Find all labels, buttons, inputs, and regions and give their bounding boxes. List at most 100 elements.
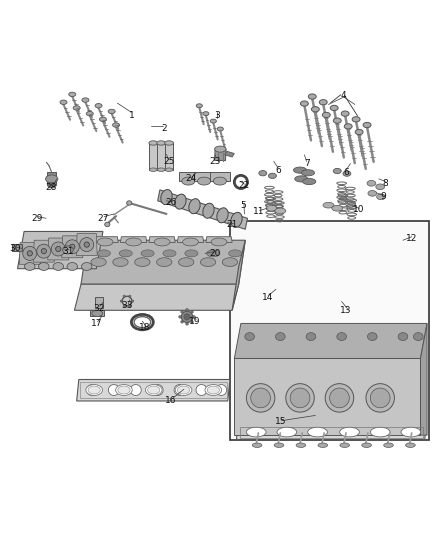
Ellipse shape [355, 130, 363, 135]
Polygon shape [92, 237, 118, 243]
Polygon shape [90, 310, 104, 317]
Ellipse shape [213, 177, 226, 185]
Ellipse shape [196, 104, 202, 108]
Polygon shape [48, 238, 69, 260]
Ellipse shape [275, 208, 286, 214]
Ellipse shape [81, 263, 92, 270]
Ellipse shape [118, 386, 130, 394]
Ellipse shape [97, 238, 113, 246]
Ellipse shape [268, 173, 276, 179]
Ellipse shape [53, 263, 64, 270]
Text: 3: 3 [214, 111, 220, 120]
Ellipse shape [185, 250, 198, 257]
Ellipse shape [198, 177, 211, 185]
Ellipse shape [148, 386, 160, 394]
Polygon shape [47, 172, 56, 185]
Ellipse shape [223, 258, 237, 266]
Ellipse shape [303, 179, 316, 184]
Polygon shape [215, 149, 226, 160]
Ellipse shape [113, 123, 120, 127]
Text: 24: 24 [185, 174, 196, 183]
Ellipse shape [186, 322, 188, 325]
Ellipse shape [401, 427, 421, 437]
Ellipse shape [116, 384, 132, 395]
Text: 16: 16 [165, 395, 177, 405]
Ellipse shape [217, 208, 228, 223]
Ellipse shape [207, 250, 220, 257]
Ellipse shape [341, 111, 349, 116]
Polygon shape [18, 231, 103, 269]
Text: 26: 26 [165, 198, 177, 207]
Ellipse shape [65, 240, 79, 254]
Ellipse shape [370, 427, 390, 437]
Ellipse shape [131, 300, 134, 302]
Ellipse shape [154, 238, 170, 246]
Ellipse shape [274, 443, 284, 447]
Ellipse shape [330, 106, 338, 110]
Ellipse shape [141, 250, 154, 257]
Ellipse shape [48, 183, 56, 188]
Ellipse shape [80, 238, 94, 252]
Ellipse shape [252, 443, 262, 447]
Ellipse shape [367, 181, 376, 186]
Ellipse shape [245, 333, 254, 341]
Ellipse shape [370, 388, 390, 408]
Ellipse shape [229, 250, 242, 257]
Ellipse shape [165, 168, 173, 172]
Ellipse shape [119, 250, 132, 257]
Text: 6: 6 [275, 166, 281, 175]
Ellipse shape [152, 384, 163, 395]
Ellipse shape [266, 205, 277, 211]
Text: 25: 25 [163, 157, 174, 166]
Ellipse shape [276, 333, 285, 341]
Ellipse shape [205, 384, 222, 395]
Ellipse shape [145, 384, 162, 395]
Polygon shape [225, 151, 234, 157]
Text: 5: 5 [240, 201, 246, 209]
Ellipse shape [406, 443, 415, 447]
Text: 28: 28 [46, 183, 57, 192]
Ellipse shape [307, 427, 328, 437]
Ellipse shape [25, 263, 35, 270]
Ellipse shape [56, 246, 61, 252]
Ellipse shape [231, 212, 242, 228]
Ellipse shape [161, 190, 172, 205]
Ellipse shape [337, 333, 346, 341]
Ellipse shape [376, 184, 385, 190]
Polygon shape [234, 359, 420, 435]
Bar [149, 143, 158, 170]
Polygon shape [210, 172, 230, 181]
Ellipse shape [63, 246, 73, 254]
Ellipse shape [86, 384, 102, 395]
Text: 31: 31 [62, 247, 74, 256]
Text: 1: 1 [128, 111, 134, 120]
Ellipse shape [203, 112, 209, 116]
Ellipse shape [60, 100, 67, 104]
Ellipse shape [179, 258, 194, 266]
Ellipse shape [157, 258, 172, 266]
Text: 8: 8 [382, 179, 389, 188]
Text: 20: 20 [209, 249, 220, 258]
Text: 6: 6 [343, 168, 349, 177]
Bar [165, 143, 173, 170]
Ellipse shape [368, 190, 377, 196]
Text: 11: 11 [253, 207, 264, 216]
Polygon shape [158, 190, 247, 229]
Ellipse shape [296, 443, 306, 447]
Ellipse shape [182, 177, 195, 185]
Text: 29: 29 [32, 214, 43, 223]
Polygon shape [179, 172, 198, 181]
Ellipse shape [377, 194, 385, 200]
Ellipse shape [200, 258, 215, 266]
Ellipse shape [46, 175, 58, 183]
Text: 7: 7 [304, 159, 310, 168]
Polygon shape [232, 240, 245, 310]
Ellipse shape [177, 386, 190, 394]
Ellipse shape [300, 101, 308, 106]
Ellipse shape [120, 300, 122, 302]
Ellipse shape [91, 258, 106, 266]
Ellipse shape [179, 316, 181, 318]
Ellipse shape [325, 384, 354, 412]
Ellipse shape [306, 333, 316, 341]
Ellipse shape [67, 263, 78, 270]
